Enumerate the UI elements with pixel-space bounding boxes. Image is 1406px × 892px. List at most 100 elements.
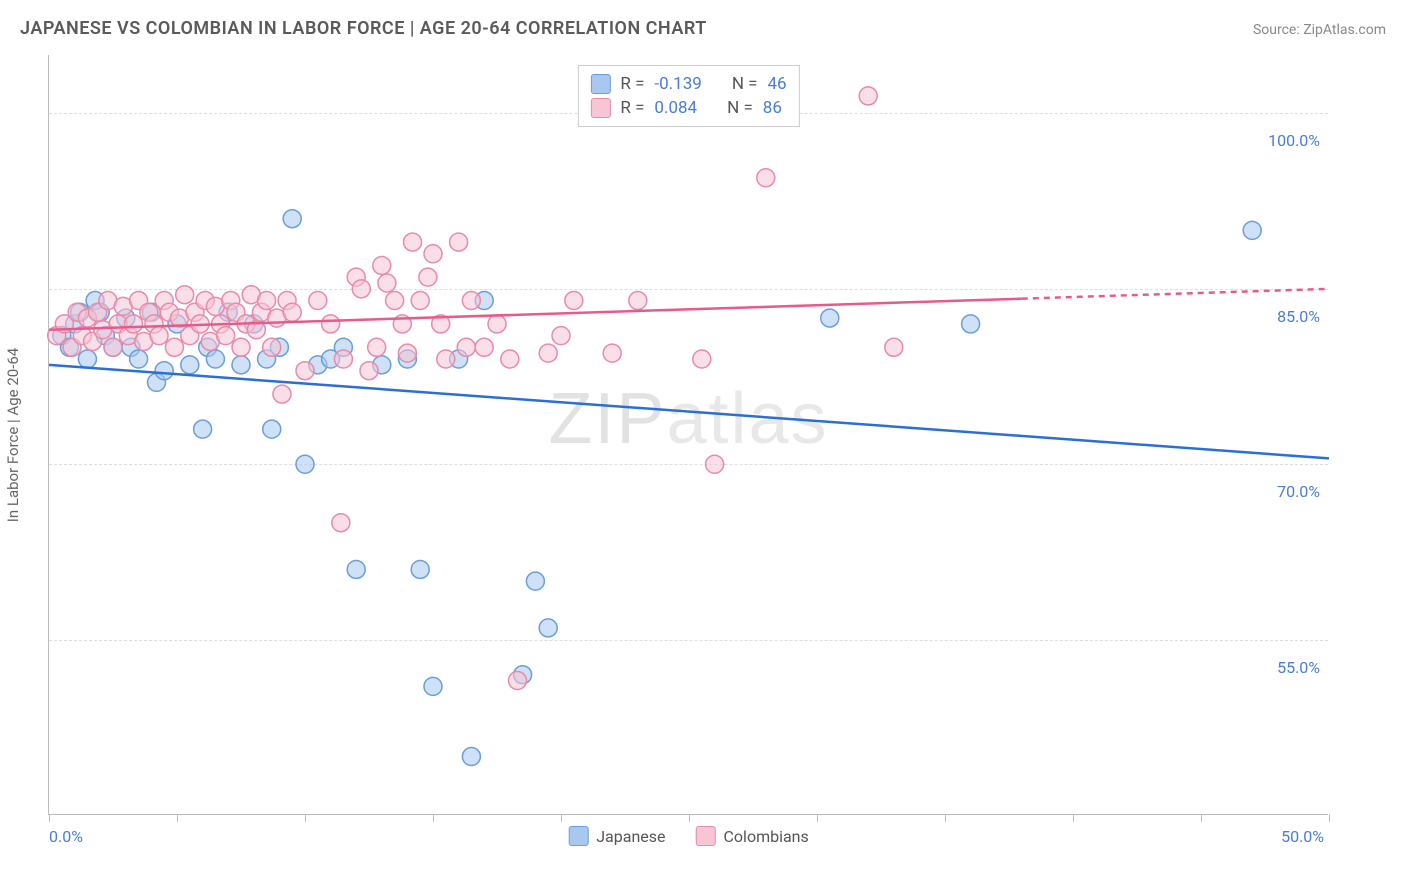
data-point	[368, 338, 386, 356]
x-tick-label: 0.0%	[49, 827, 83, 846]
data-point	[104, 338, 122, 356]
stats-box: R =-0.139N =46R =0.084N =86	[577, 65, 799, 127]
data-point	[309, 292, 327, 310]
data-point	[296, 455, 314, 473]
x-tick	[1201, 814, 1202, 822]
data-point	[475, 338, 493, 356]
stat-r-label: R =	[620, 98, 644, 118]
x-tick	[1329, 814, 1330, 822]
data-point	[217, 327, 235, 345]
x-tick	[433, 814, 434, 822]
data-point	[258, 292, 276, 310]
data-point	[263, 420, 281, 438]
legend-swatch	[696, 826, 716, 846]
data-point	[706, 455, 724, 473]
data-point	[150, 327, 168, 345]
data-point	[352, 280, 370, 298]
data-point	[360, 362, 378, 380]
legend-label: Japanese	[596, 827, 665, 846]
data-point	[194, 420, 212, 438]
x-tick	[561, 814, 562, 822]
data-point	[373, 256, 391, 274]
data-point	[552, 327, 570, 345]
data-point	[693, 350, 711, 368]
data-point	[165, 338, 183, 356]
legend-swatch	[568, 826, 588, 846]
stats-row: R =0.084N =86	[590, 96, 786, 120]
data-point	[263, 338, 281, 356]
plot-area: In Labor Force | Age 20-64 ZIPatlas R =-…	[48, 55, 1328, 815]
data-point	[539, 344, 557, 362]
data-point	[462, 748, 480, 766]
trend-line-dashed	[1022, 289, 1329, 299]
data-point	[539, 619, 557, 637]
data-point	[411, 292, 429, 310]
bottom-legend: Japanese Colombians	[568, 826, 809, 846]
data-point	[232, 356, 250, 374]
chart-title: JAPANESE VS COLOMBIAN IN LABOR FORCE | A…	[20, 18, 707, 39]
stat-n-value: 86	[763, 98, 782, 118]
x-tick	[177, 814, 178, 822]
data-point	[378, 274, 396, 292]
data-point	[508, 672, 526, 690]
data-point	[1243, 221, 1261, 239]
data-point	[404, 233, 422, 251]
data-point	[450, 233, 468, 251]
x-tick	[817, 814, 818, 822]
stat-n-label: N =	[727, 98, 753, 118]
legend-swatch	[590, 98, 610, 118]
legend-label: Colombians	[724, 827, 809, 846]
data-point	[565, 292, 583, 310]
y-axis-label: In Labor Force | Age 20-64	[4, 347, 22, 521]
source-label: Source: ZipAtlas.com	[1253, 22, 1386, 38]
chart-svg	[49, 55, 1328, 814]
legend-swatch	[590, 74, 610, 94]
data-point	[206, 350, 224, 368]
legend-item: Colombians	[696, 826, 809, 846]
data-point	[296, 362, 314, 380]
data-point	[859, 87, 877, 105]
data-point	[273, 385, 291, 403]
y-tick-label: 55.0%	[1277, 658, 1320, 677]
x-tick	[689, 814, 690, 822]
data-point	[419, 268, 437, 286]
data-point	[821, 309, 839, 327]
y-tick-label: 100.0%	[1268, 131, 1320, 150]
data-point	[629, 292, 647, 310]
data-point	[488, 315, 506, 333]
data-point	[424, 677, 442, 695]
data-point	[885, 338, 903, 356]
data-point	[232, 338, 250, 356]
x-tick-label: 50.0%	[1281, 827, 1324, 846]
data-point	[181, 356, 199, 374]
data-point	[334, 350, 352, 368]
stat-n-value: 46	[768, 74, 787, 94]
data-point	[437, 350, 455, 368]
data-point	[457, 338, 475, 356]
data-point	[462, 292, 480, 310]
data-point	[155, 362, 173, 380]
data-point	[526, 572, 544, 590]
legend-item: Japanese	[568, 826, 665, 846]
x-tick	[305, 814, 306, 822]
stats-row: R =-0.139N =46	[590, 72, 786, 96]
data-point	[411, 560, 429, 578]
data-point	[603, 344, 621, 362]
stat-r-label: R =	[620, 74, 644, 94]
data-point	[757, 169, 775, 187]
data-point	[283, 303, 301, 321]
data-point	[78, 350, 96, 368]
stat-n-label: N =	[732, 74, 758, 94]
data-point	[962, 315, 980, 333]
data-point	[398, 344, 416, 362]
x-tick	[49, 814, 50, 822]
trend-line	[49, 365, 1329, 459]
x-tick	[945, 814, 946, 822]
data-point	[124, 315, 142, 333]
data-point	[347, 560, 365, 578]
y-tick-label: 85.0%	[1277, 307, 1320, 326]
data-point	[501, 350, 519, 368]
x-tick	[1073, 814, 1074, 822]
data-point	[386, 292, 404, 310]
data-point	[332, 514, 350, 532]
